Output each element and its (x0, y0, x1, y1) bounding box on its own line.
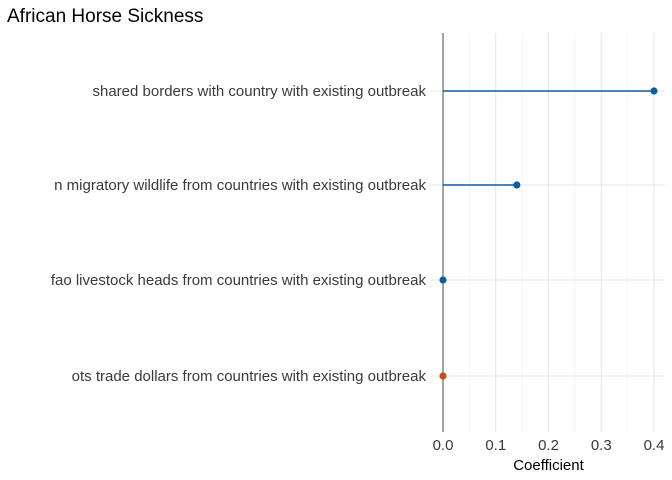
x-tick-label: 0.0 (433, 437, 454, 454)
x-tick-label: 0.1 (485, 437, 506, 454)
lollipop-point (439, 372, 447, 380)
lollipop-point (513, 181, 521, 189)
category-label: shared borders with country with existin… (92, 83, 426, 100)
x-axis-title: Coefficient (513, 457, 584, 474)
lollipop-point (650, 87, 658, 95)
category-label: n migratory wildlife from countries with… (54, 177, 426, 194)
x-tick-label: 0.2 (538, 437, 559, 454)
x-tick-labels: 0.0 0.1 0.2 0.3 0.4 (433, 437, 665, 454)
x-tick-label: 0.3 (591, 437, 612, 454)
chart-title: African Horse Sickness (7, 6, 203, 27)
x-tick-label: 0.4 (644, 437, 665, 454)
grid-lines (430, 33, 665, 432)
lollipop-point (439, 276, 447, 284)
category-label: ots trade dollars from countries with ex… (72, 368, 427, 385)
data-marks (439, 87, 658, 380)
category-label: fao livestock heads from countries with … (51, 272, 427, 289)
category-labels: shared borders with country with existin… (51, 83, 427, 385)
